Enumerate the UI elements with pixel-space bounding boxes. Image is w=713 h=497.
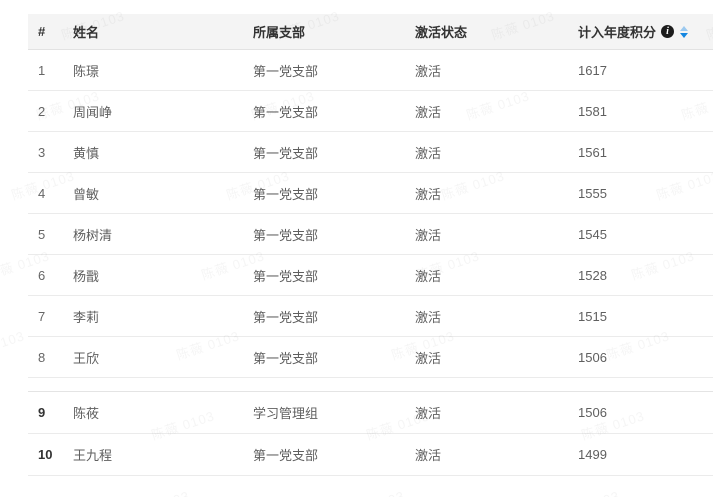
name-cell: 王欣 — [73, 350, 100, 366]
table-row: 4 曾敏 第一党支部 激活 1555 — [28, 173, 713, 214]
status-cell: 激活 — [415, 227, 442, 243]
rank-cell: 1 — [38, 62, 46, 78]
name-cell: 周闻峥 — [73, 104, 113, 120]
table-row: 8 王欣 第一党支部 激活 1506 — [28, 337, 713, 378]
branch-cell: 第一党支部 — [253, 309, 319, 325]
points-cell: 1499 — [578, 447, 607, 462]
header-points: 计入年度积分 i — [568, 22, 713, 41]
points-cell: 1506 — [578, 405, 607, 420]
points-cell: 1561 — [578, 144, 607, 160]
watermark-text: 陈薇 0103 — [0, 328, 27, 363]
branch-cell: 第一党支部 — [253, 145, 319, 161]
status-cell: 激活 — [415, 309, 442, 325]
name-cell: 王九程 — [73, 448, 113, 463]
header-branch-label: 所属支部 — [253, 25, 306, 40]
caret-down-icon — [680, 32, 689, 38]
info-icon[interactable]: i — [661, 25, 675, 38]
header-points-label: 计入年度积分 — [578, 25, 657, 40]
header-name: 姓名 — [63, 22, 243, 41]
branch-cell: 学习管理组 — [253, 406, 319, 421]
table-header: # 姓名 所属支部 激活状态 计入年度积分 i — [28, 14, 713, 50]
name-cell: 李莉 — [73, 309, 100, 325]
table-row: 5 杨树清 第一党支部 激活 1545 — [28, 214, 713, 255]
table-row: 2 周闻峥 第一党支部 激活 1581 — [28, 91, 713, 132]
table-body-pinned: 9 陈莜 学习管理组 激活 1506 10 王九程 第一党支部 激活 1499 — [28, 391, 713, 476]
header-branch: 所属支部 — [243, 22, 405, 41]
table-row: 3 黄慎 第一党支部 激活 1561 — [28, 132, 713, 173]
status-cell: 激活 — [415, 350, 442, 366]
status-cell: 激活 — [415, 268, 442, 284]
branch-cell: 第一党支部 — [253, 350, 319, 366]
points-cell: 1555 — [578, 185, 607, 201]
name-cell: 杨戬 — [73, 268, 100, 284]
rank-cell: 6 — [38, 267, 46, 283]
branch-cell: 第一党支部 — [253, 227, 319, 243]
watermark-text: 陈薇 0103 — [339, 485, 407, 497]
name-cell: 曾敏 — [73, 186, 100, 202]
table-row: 1 陈璟 第一党支部 激活 1617 — [28, 50, 713, 91]
header-rank: # — [28, 24, 63, 39]
points-cell: 1506 — [578, 349, 607, 365]
status-cell: 激活 — [415, 448, 442, 463]
status-cell: 激活 — [415, 104, 442, 120]
rank-cell: 3 — [38, 144, 46, 160]
header-status-label: 激活状态 — [415, 25, 468, 40]
header-rank-label: # — [38, 24, 46, 39]
caret-up-icon — [680, 25, 689, 31]
table-row: 6 杨戬 第一党支部 激活 1528 — [28, 255, 713, 296]
branch-cell: 第一党支部 — [253, 268, 319, 284]
rank-cell: 8 — [38, 349, 46, 365]
table-row: 9 陈莜 学习管理组 激活 1506 — [28, 392, 713, 434]
points-cell: 1545 — [578, 226, 607, 242]
header-name-label: 姓名 — [73, 25, 100, 40]
watermark-text: 陈薇 0103 — [0, 405, 2, 443]
sort-toggle[interactable] — [680, 25, 689, 38]
watermark-text: 陈薇 0103 — [124, 485, 192, 497]
name-cell: 陈莜 — [73, 406, 100, 421]
watermark-text: 陈薇 0103 — [554, 485, 622, 497]
header-status: 激活状态 — [405, 22, 568, 41]
table-row: 7 李莉 第一党支部 激活 1515 — [28, 296, 713, 337]
branch-cell: 第一党支部 — [253, 63, 319, 79]
rank-cell: 10 — [38, 447, 53, 462]
points-cell: 1617 — [578, 62, 607, 78]
points-cell: 1528 — [578, 267, 607, 283]
name-cell: 杨树清 — [73, 227, 113, 243]
rank-cell: 2 — [38, 103, 46, 119]
branch-cell: 第一党支部 — [253, 186, 319, 202]
rank-cell: 7 — [38, 308, 46, 324]
branch-cell: 第一党支部 — [253, 448, 319, 463]
rank-cell: 5 — [38, 226, 46, 242]
status-cell: 激活 — [415, 63, 442, 79]
table-body-main: 1 陈璟 第一党支部 激活 1617 2 周闻峥 第一党支部 激活 1581 3 黄慎 第一党支部 激活 1… — [28, 50, 713, 378]
rank-cell: 4 — [38, 185, 46, 201]
points-cell: 1581 — [578, 103, 607, 119]
rank-cell: 9 — [38, 405, 46, 420]
branch-cell: 第一党支部 — [253, 104, 319, 120]
status-cell: 激活 — [415, 145, 442, 161]
points-cell: 1515 — [578, 308, 607, 324]
table-row: 10 王九程 第一党支部 激活 1499 — [28, 434, 713, 476]
status-cell: 激活 — [415, 406, 442, 421]
name-cell: 黄慎 — [73, 145, 100, 161]
name-cell: 陈璟 — [73, 63, 100, 79]
status-cell: 激活 — [415, 186, 442, 202]
leaderboard-table: # 姓名 所属支部 激活状态 计入年度积分 i 1 陈璟 第一党支部 激活 1617 2 周… — [28, 14, 713, 476]
